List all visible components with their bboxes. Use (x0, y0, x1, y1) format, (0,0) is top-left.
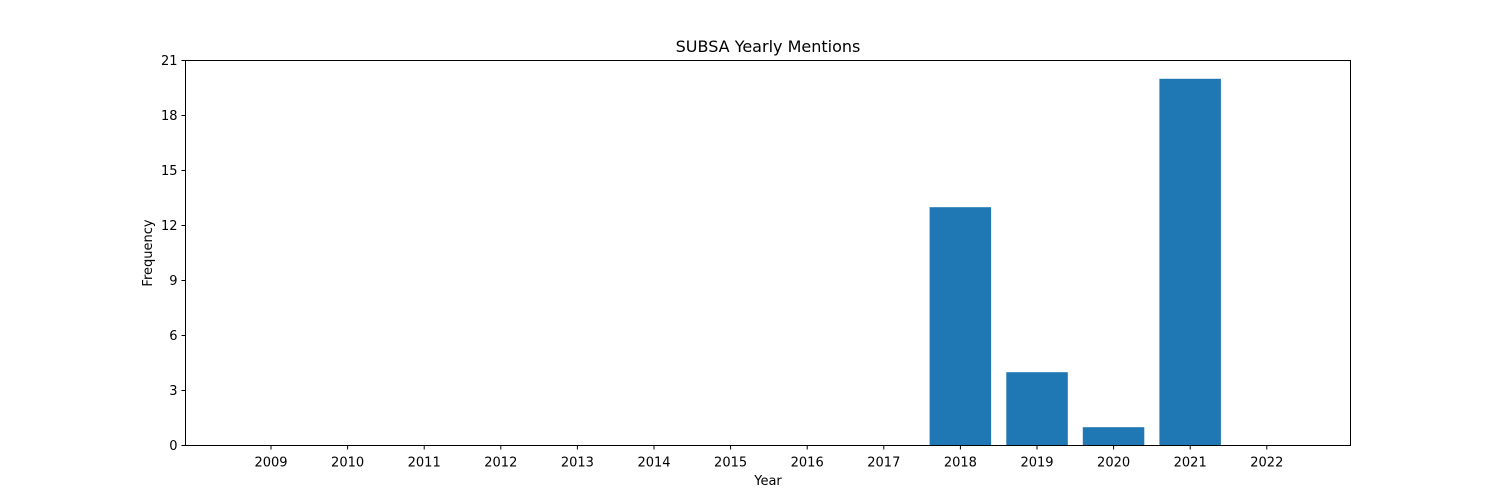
x-tick-label: 2009 (254, 456, 287, 471)
x-tick-label: 2017 (867, 456, 900, 471)
x-tick-label: 2016 (791, 456, 824, 471)
plot-area-frame (185, 60, 1351, 446)
x-tick-label: 2010 (331, 456, 364, 471)
x-tick-label: 2011 (408, 456, 441, 471)
y-tick-label: 12 (161, 219, 178, 234)
bar-2019 (1006, 372, 1068, 446)
y-tick-label: 21 (161, 54, 178, 69)
bar-2018 (929, 207, 992, 446)
x-tick-label: 2022 (1250, 456, 1283, 471)
y-axis-label: Frequency (141, 219, 156, 286)
y-tick-label: 6 (169, 329, 177, 344)
y-tick-label: 9 (169, 274, 177, 289)
x-tick-label: 2013 (561, 456, 594, 471)
y-tick-label: 18 (161, 109, 178, 124)
x-tick-label: 2021 (1174, 456, 1207, 471)
chart-title: SUBSA Yearly Mentions (676, 37, 861, 56)
y-tick-label: 0 (169, 439, 177, 454)
y-axis: 0 3 6 9 12 15 18 21 (161, 54, 186, 454)
bar-2020 (1082, 427, 1145, 446)
x-axis-label: Year (753, 474, 782, 489)
x-tick-label: 2020 (1097, 456, 1130, 471)
x-tick-label: 2012 (484, 456, 517, 471)
bar-2021 (1159, 78, 1221, 446)
y-tick-label: 15 (161, 164, 178, 179)
x-tick-label: 2019 (1020, 456, 1053, 471)
x-tick-label: 2015 (714, 456, 747, 471)
y-tick-label: 3 (169, 384, 177, 399)
x-tick-label: 2014 (637, 456, 670, 471)
bars-group (929, 78, 1221, 446)
x-tick-label: 2018 (944, 456, 977, 471)
x-axis: 2009 2010 2011 2012 2013 2014 2015 2016 2017 2018… (254, 445, 1283, 471)
